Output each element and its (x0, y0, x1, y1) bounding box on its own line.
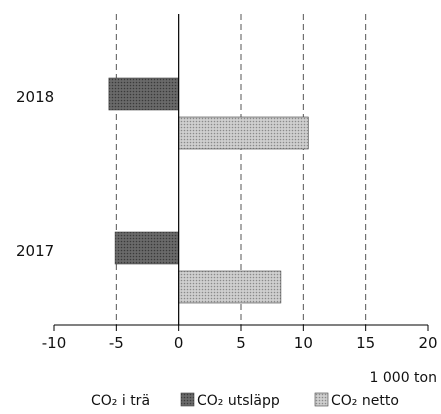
x-tick-label: -10 (42, 334, 67, 352)
bar (178, 270, 282, 304)
legend-label: CO₂ i trä (91, 393, 150, 409)
legend-label: CO₂ utsläpp (197, 393, 280, 409)
bars (108, 77, 309, 304)
bar (108, 77, 179, 111)
legend-swatch (180, 392, 195, 407)
x-tick-label: 0 (174, 334, 184, 352)
x-tick-label: 5 (236, 334, 246, 352)
x-tick-label: 20 (418, 334, 437, 352)
bar (114, 231, 179, 265)
legend-label: CO₂ netto (331, 393, 399, 409)
x-tick-label: 10 (294, 334, 313, 352)
legend: CO₂ i trä CO₂ utsläpp CO₂ netto (91, 392, 399, 409)
category-labels: 2018 2017 (16, 88, 54, 260)
unit-label: 1 000 ton (370, 370, 437, 386)
bar (178, 116, 309, 150)
category-label: 2018 (16, 88, 54, 106)
category-label: 2017 (16, 242, 54, 260)
gridlines (115, 14, 367, 325)
x-tick-label: 15 (356, 334, 375, 352)
x-tick-label: -5 (109, 334, 124, 352)
legend-swatch (314, 392, 329, 407)
x-axis-ticks: -10 -5 0 5 10 15 20 (42, 325, 438, 352)
